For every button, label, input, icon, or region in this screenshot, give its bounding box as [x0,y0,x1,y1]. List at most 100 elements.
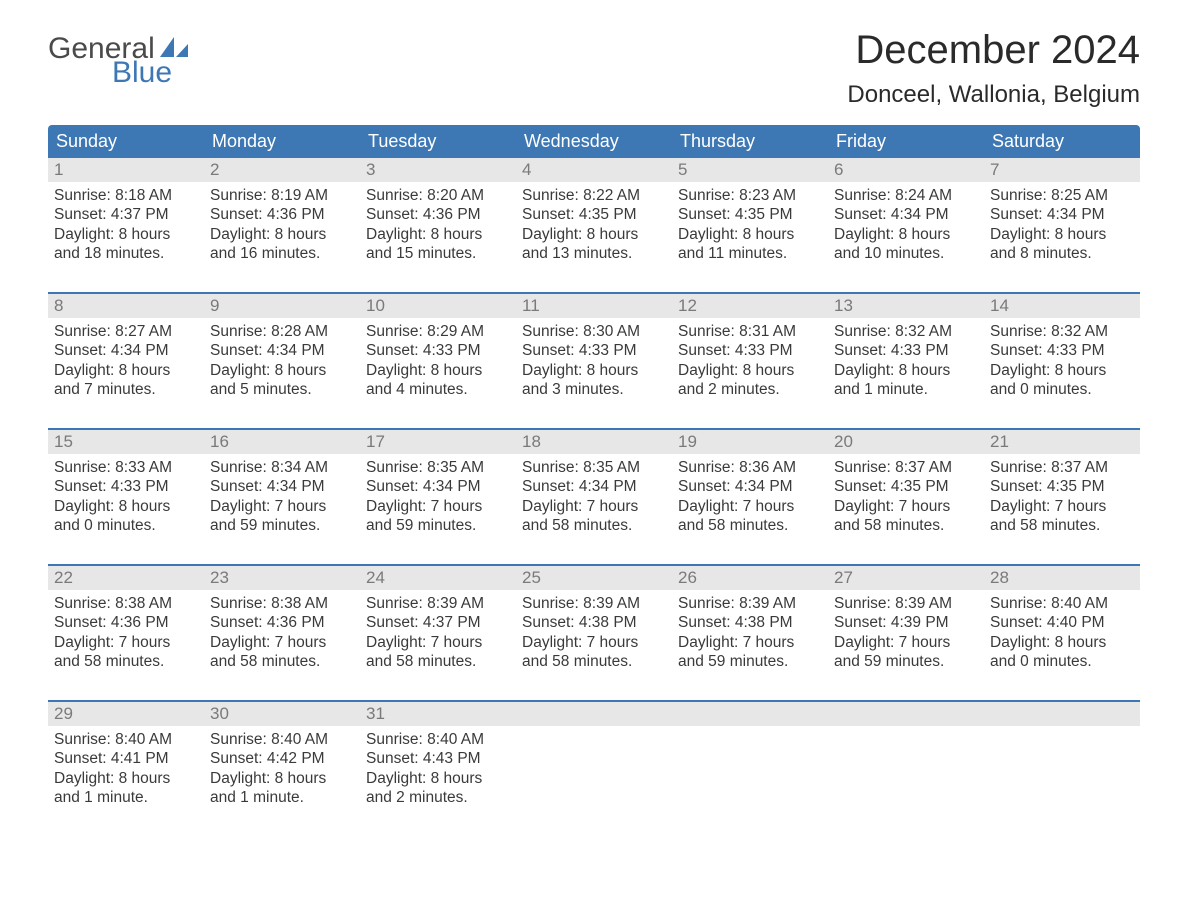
month-title: December 2024 [847,28,1140,73]
location-subtitle: Donceel, Wallonia, Belgium [847,81,1140,109]
day-cell: 31Sunrise: 8:40 AMSunset: 4:43 PMDayligh… [360,702,516,820]
day-sunset: Sunset: 4:36 PM [54,613,198,632]
day-sunset: Sunset: 4:34 PM [210,477,354,496]
day-body: Sunrise: 8:38 AMSunset: 4:36 PMDaylight:… [204,590,360,678]
day-sunset: Sunset: 4:41 PM [54,749,198,768]
day-dl1: Daylight: 8 hours [522,225,666,244]
day-body: Sunrise: 8:18 AMSunset: 4:37 PMDaylight:… [48,182,204,270]
day-of-week-header: SundayMondayTuesdayWednesdayThursdayFrid… [48,125,1140,158]
day-dl1: Daylight: 8 hours [366,361,510,380]
day-sunset: Sunset: 4:34 PM [366,477,510,496]
brand-logo: General Blue [48,34,189,88]
day-cell: 1Sunrise: 8:18 AMSunset: 4:37 PMDaylight… [48,158,204,276]
day-cell [516,702,672,820]
day-number: 12 [672,294,828,318]
day-sunrise: Sunrise: 8:38 AM [54,594,198,613]
day-dl1: Daylight: 7 hours [834,497,978,516]
day-dl2: and 8 minutes. [990,244,1134,263]
day-dl2: and 59 minutes. [366,516,510,535]
day-dl2: and 58 minutes. [366,652,510,671]
day-number: 8 [48,294,204,318]
dow-cell: Thursday [672,125,828,158]
day-sunset: Sunset: 4:35 PM [990,477,1134,496]
day-sunset: Sunset: 4:36 PM [210,613,354,632]
day-body: Sunrise: 8:34 AMSunset: 4:34 PMDaylight:… [204,454,360,542]
day-sunset: Sunset: 4:43 PM [366,749,510,768]
day-sunset: Sunset: 4:39 PM [834,613,978,632]
day-cell: 12Sunrise: 8:31 AMSunset: 4:33 PMDayligh… [672,294,828,412]
day-number: 7 [984,158,1140,182]
day-dl2: and 1 minute. [54,788,198,807]
day-cell: 25Sunrise: 8:39 AMSunset: 4:38 PMDayligh… [516,566,672,684]
day-number [828,702,984,726]
day-number: 15 [48,430,204,454]
day-cell: 8Sunrise: 8:27 AMSunset: 4:34 PMDaylight… [48,294,204,412]
day-sunrise: Sunrise: 8:33 AM [54,458,198,477]
week-row: 15Sunrise: 8:33 AMSunset: 4:33 PMDayligh… [48,428,1140,548]
day-body: Sunrise: 8:39 AMSunset: 4:38 PMDaylight:… [672,590,828,678]
day-cell: 30Sunrise: 8:40 AMSunset: 4:42 PMDayligh… [204,702,360,820]
dow-cell: Tuesday [360,125,516,158]
day-cell: 3Sunrise: 8:20 AMSunset: 4:36 PMDaylight… [360,158,516,276]
day-number: 22 [48,566,204,590]
day-number: 27 [828,566,984,590]
day-sunset: Sunset: 4:38 PM [678,613,822,632]
day-sunset: Sunset: 4:33 PM [366,341,510,360]
day-sunrise: Sunrise: 8:40 AM [990,594,1134,613]
day-sunrise: Sunrise: 8:38 AM [210,594,354,613]
day-sunrise: Sunrise: 8:35 AM [366,458,510,477]
day-cell: 28Sunrise: 8:40 AMSunset: 4:40 PMDayligh… [984,566,1140,684]
day-sunrise: Sunrise: 8:31 AM [678,322,822,341]
day-body: Sunrise: 8:32 AMSunset: 4:33 PMDaylight:… [828,318,984,406]
day-number: 6 [828,158,984,182]
day-cell: 11Sunrise: 8:30 AMSunset: 4:33 PMDayligh… [516,294,672,412]
day-body [984,726,1140,736]
day-sunrise: Sunrise: 8:39 AM [522,594,666,613]
day-dl2: and 58 minutes. [990,516,1134,535]
day-sunrise: Sunrise: 8:34 AM [210,458,354,477]
day-sunset: Sunset: 4:38 PM [522,613,666,632]
day-cell: 20Sunrise: 8:37 AMSunset: 4:35 PMDayligh… [828,430,984,548]
day-cell: 23Sunrise: 8:38 AMSunset: 4:36 PMDayligh… [204,566,360,684]
day-sunrise: Sunrise: 8:20 AM [366,186,510,205]
day-dl1: Daylight: 8 hours [366,225,510,244]
day-number: 23 [204,566,360,590]
day-dl1: Daylight: 7 hours [366,633,510,652]
day-dl1: Daylight: 8 hours [834,225,978,244]
day-sunrise: Sunrise: 8:37 AM [990,458,1134,477]
day-sunrise: Sunrise: 8:37 AM [834,458,978,477]
day-cell: 4Sunrise: 8:22 AMSunset: 4:35 PMDaylight… [516,158,672,276]
day-dl1: Daylight: 7 hours [990,497,1134,516]
day-sunrise: Sunrise: 8:22 AM [522,186,666,205]
day-cell: 17Sunrise: 8:35 AMSunset: 4:34 PMDayligh… [360,430,516,548]
day-dl2: and 15 minutes. [366,244,510,263]
day-dl2: and 1 minute. [210,788,354,807]
day-number [672,702,828,726]
day-sunset: Sunset: 4:42 PM [210,749,354,768]
day-sunset: Sunset: 4:36 PM [366,205,510,224]
day-sunset: Sunset: 4:34 PM [834,205,978,224]
day-sunset: Sunset: 4:37 PM [366,613,510,632]
day-body: Sunrise: 8:40 AMSunset: 4:40 PMDaylight:… [984,590,1140,678]
day-dl1: Daylight: 8 hours [678,361,822,380]
day-dl2: and 11 minutes. [678,244,822,263]
day-sunset: Sunset: 4:36 PM [210,205,354,224]
day-cell: 6Sunrise: 8:24 AMSunset: 4:34 PMDaylight… [828,158,984,276]
day-body: Sunrise: 8:28 AMSunset: 4:34 PMDaylight:… [204,318,360,406]
day-dl1: Daylight: 8 hours [990,225,1134,244]
day-sunset: Sunset: 4:33 PM [834,341,978,360]
day-sunrise: Sunrise: 8:23 AM [678,186,822,205]
dow-cell: Friday [828,125,984,158]
day-dl2: and 58 minutes. [54,652,198,671]
day-number: 1 [48,158,204,182]
day-dl1: Daylight: 8 hours [990,361,1134,380]
day-sunset: Sunset: 4:34 PM [54,341,198,360]
day-body: Sunrise: 8:32 AMSunset: 4:33 PMDaylight:… [984,318,1140,406]
day-dl2: and 59 minutes. [834,652,978,671]
day-cell: 21Sunrise: 8:37 AMSunset: 4:35 PMDayligh… [984,430,1140,548]
week-row: 8Sunrise: 8:27 AMSunset: 4:34 PMDaylight… [48,292,1140,412]
day-body: Sunrise: 8:19 AMSunset: 4:36 PMDaylight:… [204,182,360,270]
day-cell: 27Sunrise: 8:39 AMSunset: 4:39 PMDayligh… [828,566,984,684]
day-dl1: Daylight: 7 hours [210,633,354,652]
day-body [672,726,828,736]
